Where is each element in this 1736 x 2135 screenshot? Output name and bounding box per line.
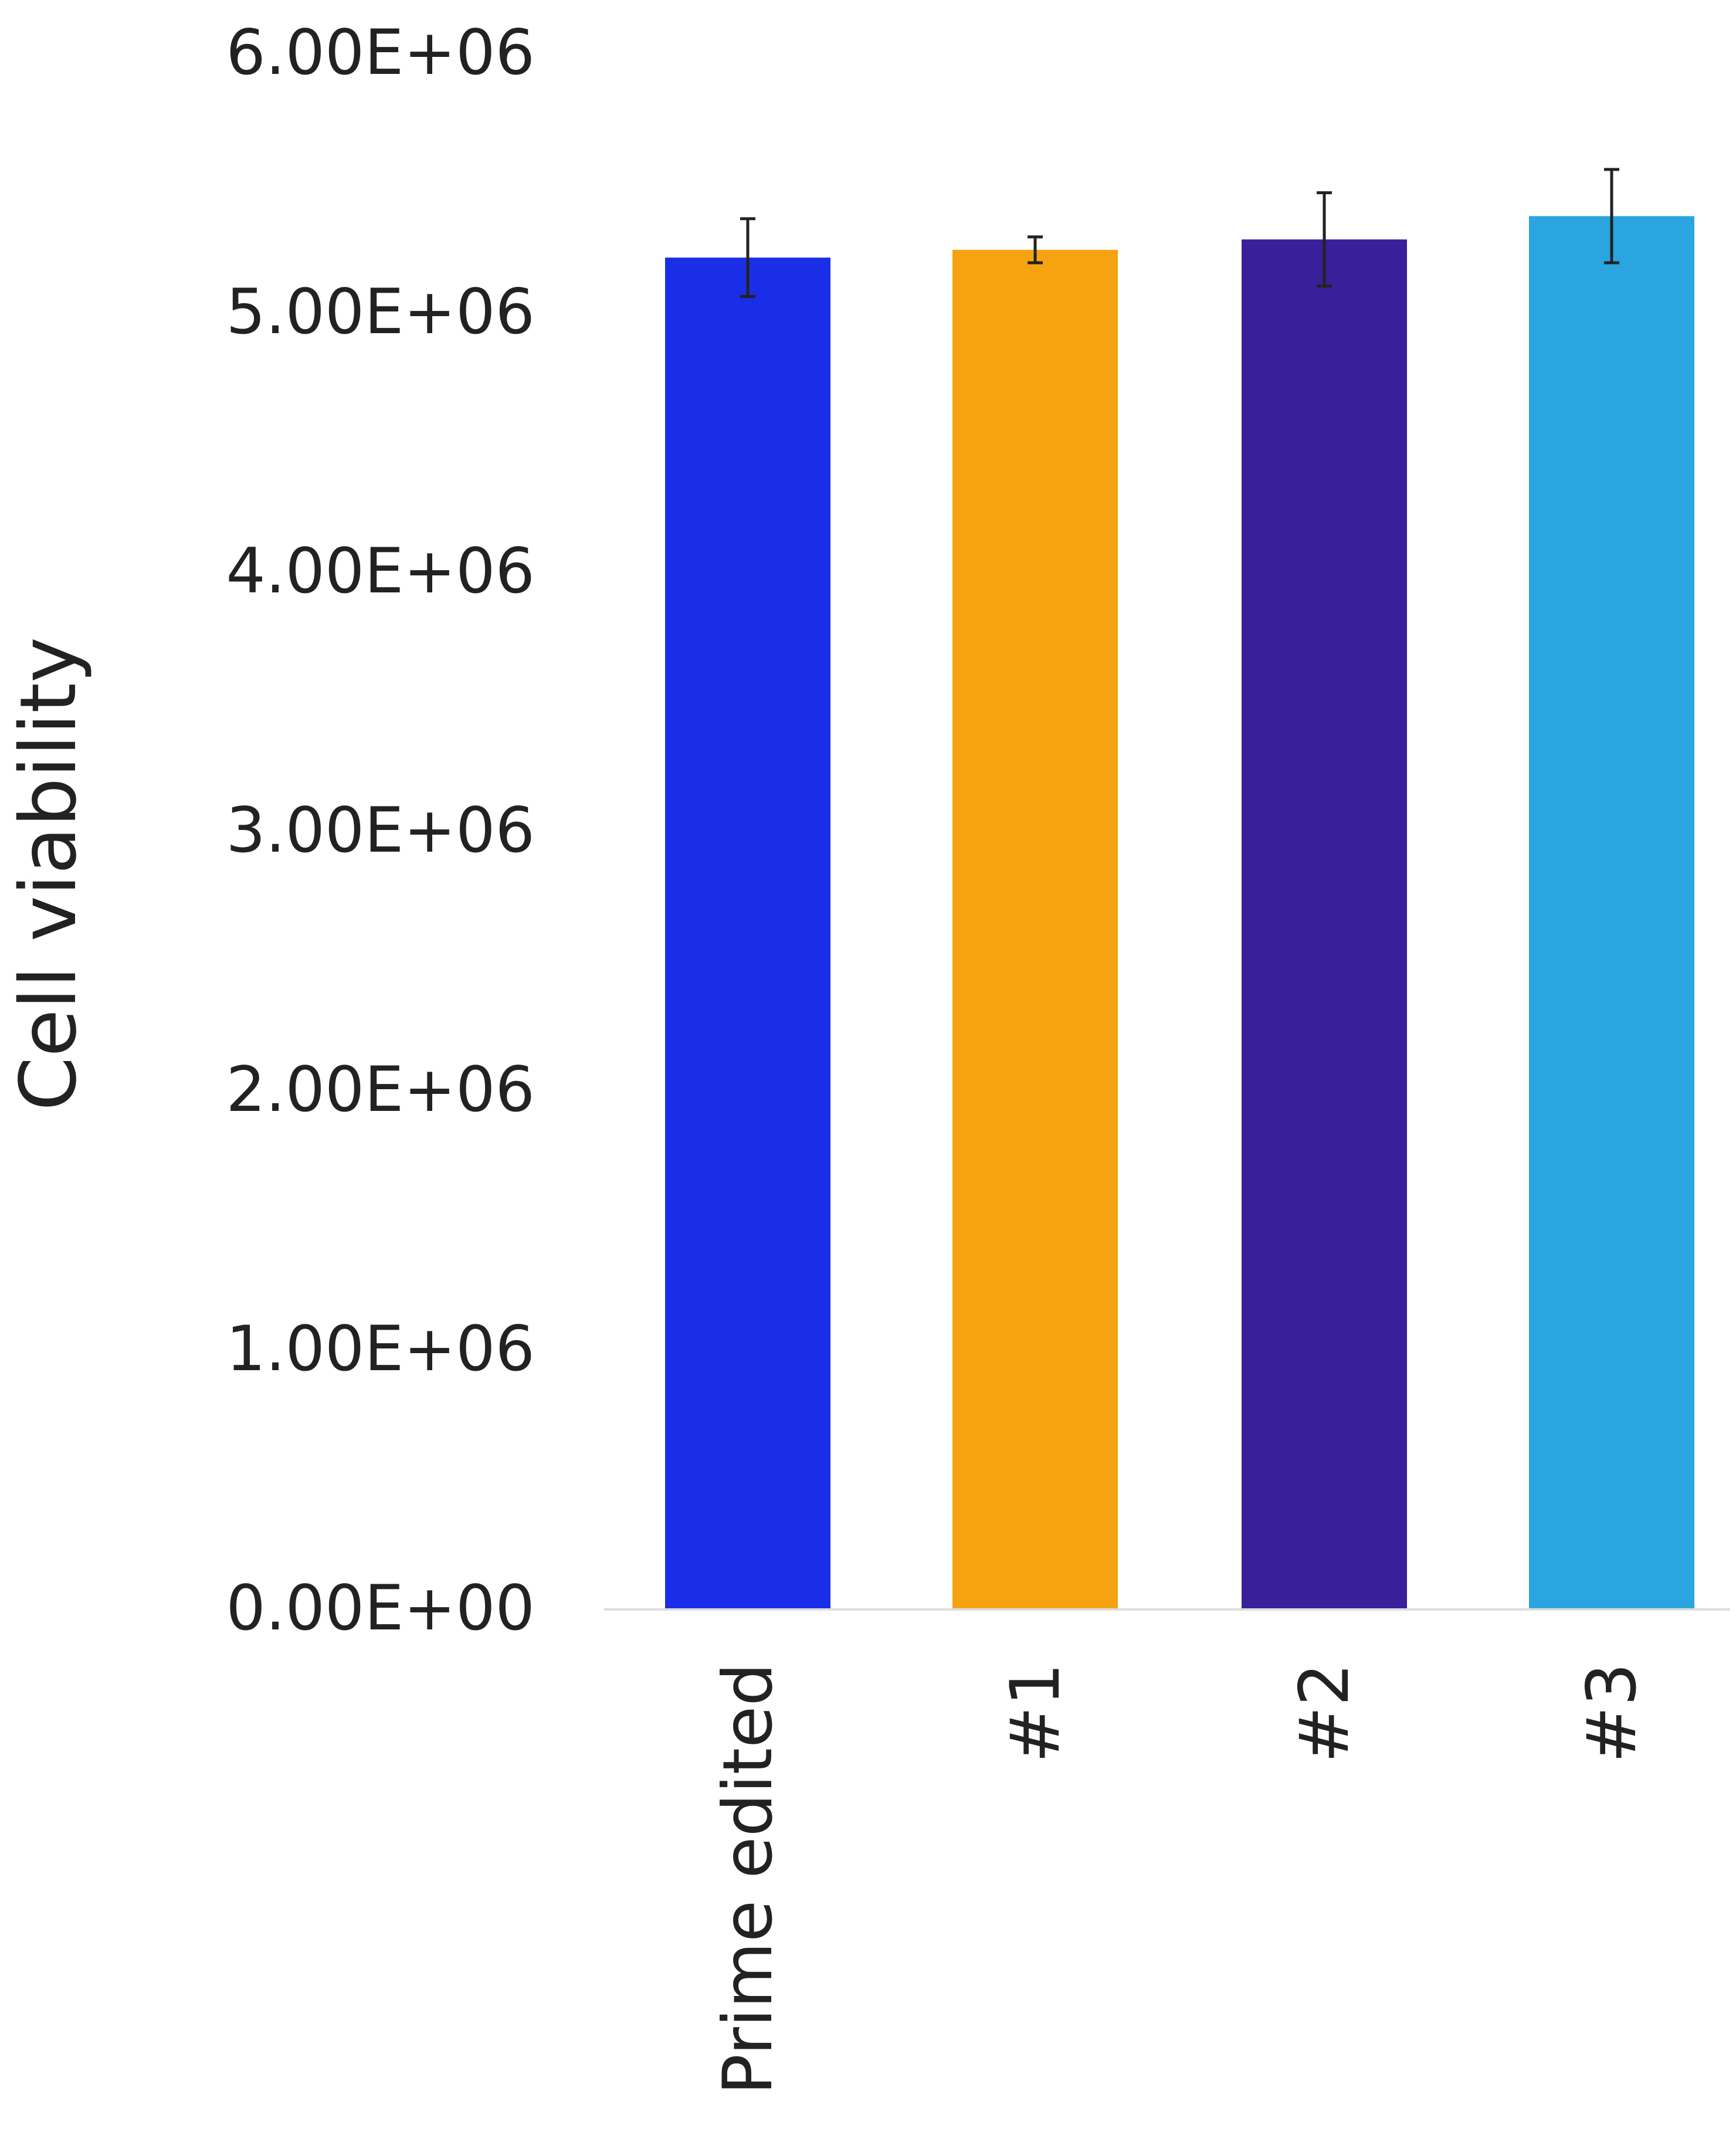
x-category-label: Prime edited <box>708 1663 788 2095</box>
error-bar <box>740 217 755 298</box>
bar <box>1529 216 1694 1609</box>
y-tick-label: 5.00E+06 <box>226 276 535 348</box>
y-axis-ticks: 0.00E+00 1.00E+06 2.00E+06 3.00E+06 4.00E+06… <box>226 16 535 1644</box>
bar <box>952 249 1118 1609</box>
y-tick-label: 2.00E+06 <box>226 1053 535 1126</box>
error-bar <box>1317 191 1332 288</box>
x-axis-labels: Prime edited #1 #2 #3 <box>708 1663 1652 2095</box>
bar <box>665 257 830 1609</box>
y-axis-title: Cell viability <box>4 637 94 1111</box>
y-tick-label: 1.00E+06 <box>226 1313 535 1385</box>
error-bar <box>1604 168 1619 265</box>
bar <box>1242 239 1407 1608</box>
y-tick-label: 6.00E+06 <box>226 16 535 89</box>
y-tick-label: 3.00E+06 <box>226 794 535 866</box>
y-tick-label: 4.00E+06 <box>226 535 535 607</box>
x-category-label: #2 <box>1285 1663 1364 1763</box>
bars <box>665 216 1694 1609</box>
y-tick-label: 0.00E+00 <box>226 1572 535 1644</box>
error-bar <box>1028 235 1043 265</box>
error-bars <box>740 168 1619 298</box>
x-category-label: #3 <box>1572 1663 1652 1763</box>
x-category-label: #1 <box>996 1663 1075 1763</box>
